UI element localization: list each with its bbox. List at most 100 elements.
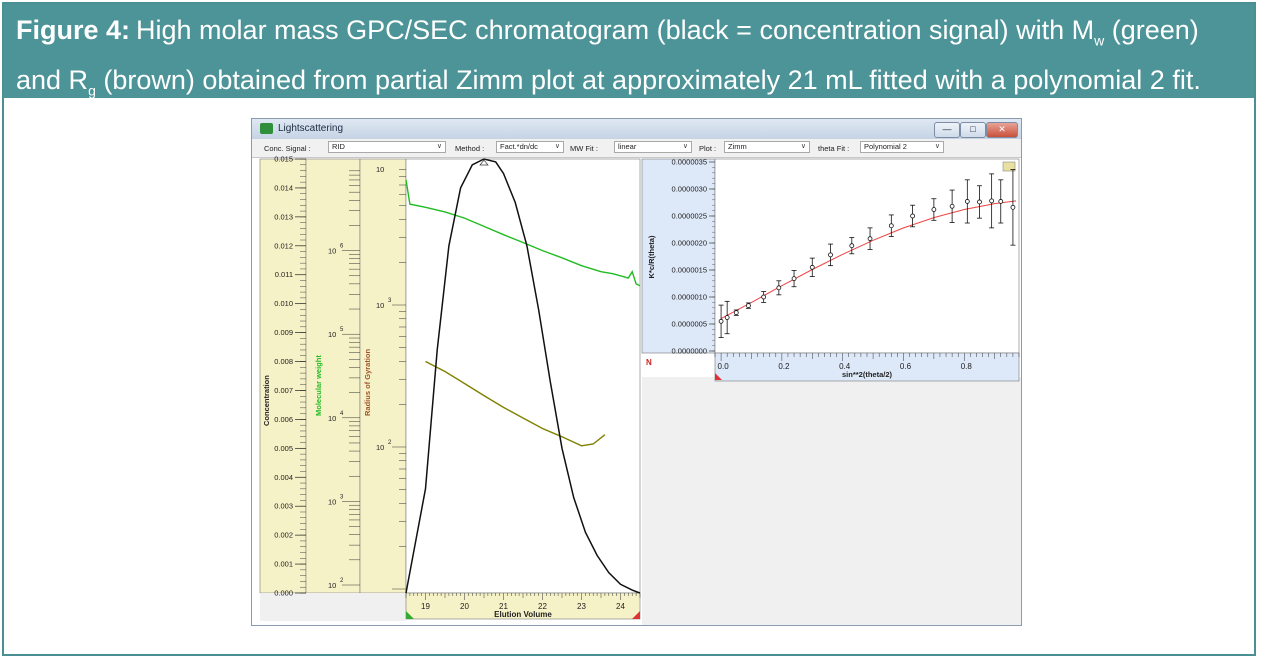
zimm-data-point: [776, 285, 782, 291]
conc-tick-label: 0.001: [274, 560, 293, 569]
conc-tick-label: 0.008: [274, 357, 293, 366]
concentration-axis-label: Concentration: [262, 375, 271, 426]
zimm-data-point: [733, 310, 739, 316]
theta-fit-label: theta Fit :: [818, 144, 850, 153]
method-select[interactable]: Fact.*dn/dc ∨: [496, 141, 564, 153]
zimm-range-marker: [715, 373, 722, 380]
conc-tick-label: 0.007: [274, 386, 293, 395]
figure-caption: Figure 4: High molar mass GPC/SEC chromat…: [4, 4, 1254, 99]
zimm-y-tick-label: 0.0000015: [672, 266, 707, 275]
rg-tick-exp: 3: [388, 298, 392, 304]
conc-tick-label: 0.009: [274, 328, 293, 337]
zimm-x-tick-label: 0.4: [839, 362, 851, 371]
rg-axis-label: Radius of Gyration: [363, 348, 372, 416]
mw-tick-exp: 4: [340, 411, 344, 417]
zimm-y-tick-label: 0.0000020: [672, 239, 707, 248]
zimm-y-tick-label: 0.0000005: [672, 320, 707, 329]
zimm-x-tick-label: 0.2: [778, 362, 790, 371]
conc-tick-label: 0.003: [274, 502, 293, 511]
zimm-data-point: [867, 236, 873, 242]
conc-tick-label: 0.014: [274, 183, 293, 192]
concentration-series-line: [405, 158, 641, 594]
zimm-data-point: [1010, 204, 1016, 210]
conc-tick-label: 0.010: [274, 299, 293, 308]
zimm-data-point: [998, 199, 1004, 204]
zimm-data-point: [724, 315, 730, 320]
x-tick-label: 22: [538, 602, 547, 611]
range-marker-left: [406, 611, 414, 619]
zimm-y-tick-label: 0.0000000: [672, 347, 707, 356]
zimm-fit-curve: [720, 200, 1017, 320]
close-button[interactable]: ✕: [986, 122, 1018, 138]
zimm-data-point: [989, 198, 995, 204]
zimm-data-point: [809, 264, 815, 270]
zimm-y-tick-label: 0.0000025: [672, 212, 707, 221]
plot-select[interactable]: Zimm ∨: [724, 141, 810, 153]
toolbar: Conc. Signal : RID ∨ Method : Fact.*dn/dc…: [252, 139, 1021, 158]
x-tick-label: 21: [499, 602, 508, 611]
zimm-data-point: [977, 199, 982, 205]
maximize-button[interactable]: □: [960, 122, 986, 138]
zimm-data-point: [849, 243, 855, 249]
x-axis-label: Elution Volume: [494, 610, 552, 619]
conc-tick-label: 0.011: [275, 270, 293, 279]
zimm-data-point: [791, 276, 797, 282]
caption-label: Figure 4:: [16, 15, 131, 45]
x-tick-label: 20: [460, 602, 469, 611]
range-marker-right: [632, 611, 640, 619]
mw-tick-exp: 5: [340, 327, 344, 333]
rg-tick-exp: 2: [388, 440, 392, 446]
zimm-data-point: [761, 294, 767, 300]
zimm-data-point: [910, 213, 915, 219]
window-titlebar[interactable]: Lightscattering — □ ✕: [252, 119, 1021, 139]
zimm-data-point: [931, 207, 937, 212]
mw-fit-label: MW Fit :: [570, 144, 598, 153]
conc-tick-label: 0.015: [274, 155, 293, 164]
caption-text-3: and R: [16, 65, 89, 96]
chevron-down-icon: ∨: [934, 143, 940, 150]
zimm-option-button: [1002, 161, 1016, 172]
conc-tick-label: 0.004: [274, 473, 293, 482]
mw-tick-exp: 2: [340, 578, 344, 584]
mw-tick-base: 10: [328, 414, 336, 423]
left-pane-footer: [260, 593, 406, 621]
mw-series-line: [405, 179, 641, 287]
mw-fit-select[interactable]: linear ∨: [614, 141, 692, 153]
plot-value: Zimm: [728, 142, 747, 151]
zimm-y-tick-label: 0.0000010: [672, 293, 707, 302]
zimm-x-axis-panel: [714, 352, 1020, 382]
zimm-x-axis-label: sin**2(theta/2): [842, 370, 893, 379]
app-icon: [260, 123, 273, 134]
chevron-down-icon: ∨: [682, 143, 688, 150]
conc-tick-label: 0.000: [274, 589, 293, 598]
chevron-down-icon: ∨: [554, 143, 560, 150]
caption-text-4: (brown) obtained from partial Zimm plot …: [95, 65, 1201, 96]
theta-fit-select[interactable]: Polynomial 2 ∨: [860, 141, 944, 153]
chromatogram-plot-area: [405, 158, 641, 594]
conc-tick-label: 0.013: [274, 212, 293, 221]
method-value: Fact.*dn/dc: [500, 142, 538, 151]
minimize-button[interactable]: —: [934, 122, 960, 138]
chevron-down-icon: ∨: [800, 143, 806, 150]
mw-fit-value: linear: [618, 142, 637, 151]
conc-tick-label: 0.002: [274, 531, 293, 540]
zimm-y-tick-label: 0.0000035: [672, 158, 707, 167]
method-label: Method :: [455, 144, 485, 153]
zimm-x-tick-label: 0.6: [900, 362, 912, 371]
caption-text-2: (green): [1104, 15, 1199, 45]
rg-tick-base: 10: [376, 443, 384, 452]
conc-tick-label: 0.005: [274, 444, 293, 453]
mw-tick-base: 10: [328, 330, 336, 339]
x-tick-label: 24: [616, 602, 625, 611]
zimm-corner-label: N: [646, 358, 652, 367]
chart-canvas: 0.0150.0140.0130.0120.0110.0100.0090.008…: [259, 155, 1020, 621]
x-tick-label: 23: [577, 602, 586, 611]
caption-text-1: High molar mass GPC/SEC chromatogram (bl…: [136, 15, 1095, 45]
conc-signal-select[interactable]: RID ∨: [328, 141, 446, 153]
chevron-down-icon: ∨: [436, 143, 442, 150]
concentration-axis-panel: [259, 158, 307, 594]
zimm-data-point: [888, 223, 894, 229]
conc-signal-label: Conc. Signal :: [264, 144, 311, 153]
zimm-plot-area: [714, 158, 1020, 354]
